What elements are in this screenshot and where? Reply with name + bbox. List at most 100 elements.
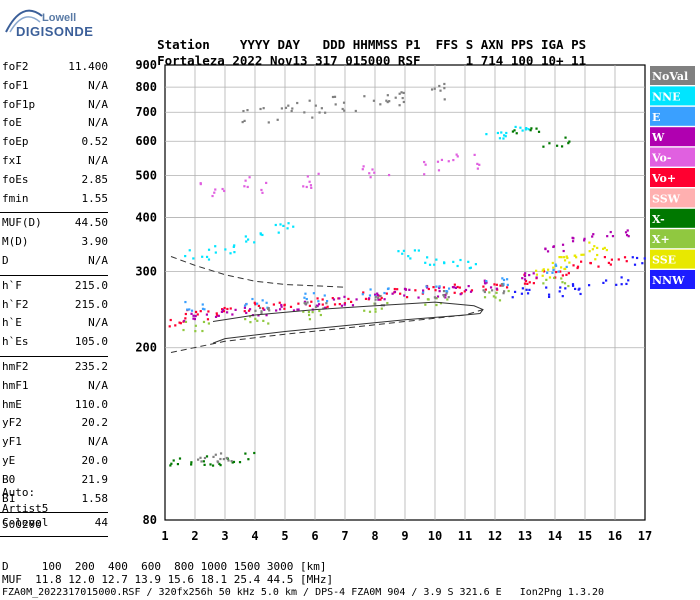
logo-arc-icon: [5, 9, 43, 33]
data-point: [541, 269, 544, 272]
parameter-name: h`F2: [2, 297, 29, 311]
parameter-name: yE: [2, 454, 16, 467]
data-point: [343, 295, 346, 298]
data-point: [292, 309, 296, 312]
parameter-name: fxI: [2, 154, 22, 167]
data-point: [424, 303, 427, 306]
data-point: [307, 310, 311, 314]
data-point: [214, 245, 217, 248]
data-point: [482, 289, 485, 292]
data-point: [563, 259, 567, 262]
data-point: [574, 287, 577, 291]
data-point: [326, 305, 329, 308]
data-point: [438, 285, 441, 288]
data-point: [528, 274, 531, 277]
legend-swatch: [650, 229, 695, 249]
data-point: [530, 127, 533, 130]
data-point: [437, 169, 441, 172]
data-point: [442, 290, 446, 293]
y-tick-label: 80: [143, 513, 157, 527]
data-point: [196, 313, 199, 316]
data-point: [495, 283, 498, 286]
data-point: [265, 301, 268, 304]
parameter-value: 105.0: [74, 335, 108, 349]
data-point: [409, 257, 412, 260]
data-point: [229, 252, 232, 255]
data-point: [283, 303, 286, 306]
data-point: [385, 292, 388, 295]
data-point: [568, 140, 571, 143]
data-point: [523, 278, 527, 281]
data-point: [470, 289, 474, 292]
data-point: [244, 318, 247, 321]
data-point: [635, 256, 639, 260]
data-point: [201, 307, 205, 310]
data-point: [467, 285, 470, 288]
x-tick-label: 7: [341, 529, 348, 543]
header-value: 317: [315, 53, 338, 68]
data-point: [627, 279, 630, 282]
parameter-name: fmin: [2, 191, 29, 205]
data-point: [249, 315, 252, 318]
data-point: [242, 109, 245, 113]
data-point: [221, 187, 224, 191]
data-point: [362, 291, 365, 294]
header-label: PPS: [510, 37, 534, 52]
header-values: Fortaleza 2022 Nov13 317 015000 RSF 1 71…: [142, 38, 586, 68]
data-point: [527, 128, 530, 131]
x-tick-label: 4: [251, 529, 258, 543]
data-point: [502, 278, 506, 282]
data-point: [364, 297, 368, 300]
data-point: [387, 287, 390, 290]
data-point: [219, 457, 222, 461]
data-point: [573, 254, 576, 257]
data-point: [179, 322, 182, 325]
data-point: [253, 241, 256, 244]
auto-artist: Artist5: [2, 502, 49, 515]
data-point: [211, 194, 214, 198]
data-point: [209, 463, 212, 466]
data-point: [603, 246, 606, 250]
data-point: [369, 288, 372, 291]
data-point: [325, 302, 328, 305]
x-tick-label: 5: [281, 529, 288, 543]
data-point: [596, 253, 599, 257]
data-point: [317, 172, 320, 175]
data-point: [602, 247, 605, 250]
data-point: [513, 290, 517, 294]
data-point: [491, 289, 494, 292]
data-point: [322, 307, 325, 310]
data-point: [625, 234, 629, 237]
data-point: [203, 308, 206, 311]
data-point: [201, 329, 204, 333]
data-point: [546, 271, 549, 274]
y-tick-label: 400: [135, 210, 157, 224]
data-point: [523, 274, 527, 278]
data-point: [399, 292, 402, 295]
data-point: [402, 100, 405, 104]
data-point: [424, 163, 427, 166]
legend-label: NNE: [652, 90, 681, 103]
legend-label: SSE: [652, 254, 676, 267]
data-point: [206, 318, 210, 321]
parameter-name: B1: [2, 491, 16, 505]
data-point: [396, 288, 399, 291]
y-tick-label: 600: [135, 134, 157, 148]
data-point: [260, 310, 263, 313]
data-point: [542, 282, 545, 285]
parameter-value: 21.9: [81, 472, 109, 486]
data-point: [260, 312, 263, 315]
logo-text-main: DIGISONDE: [16, 24, 94, 39]
data-point: [576, 265, 580, 268]
data-point: [245, 240, 248, 243]
x-tick-label: 3: [221, 529, 228, 543]
data-point: [541, 274, 544, 277]
data-point: [232, 460, 236, 464]
x-tick-label: 12: [488, 529, 502, 543]
data-point: [545, 286, 548, 289]
data-point: [436, 160, 440, 163]
data-point: [169, 464, 172, 467]
legend-label: NNW: [652, 274, 685, 287]
data-point: [387, 173, 391, 177]
data-point: [452, 260, 455, 263]
